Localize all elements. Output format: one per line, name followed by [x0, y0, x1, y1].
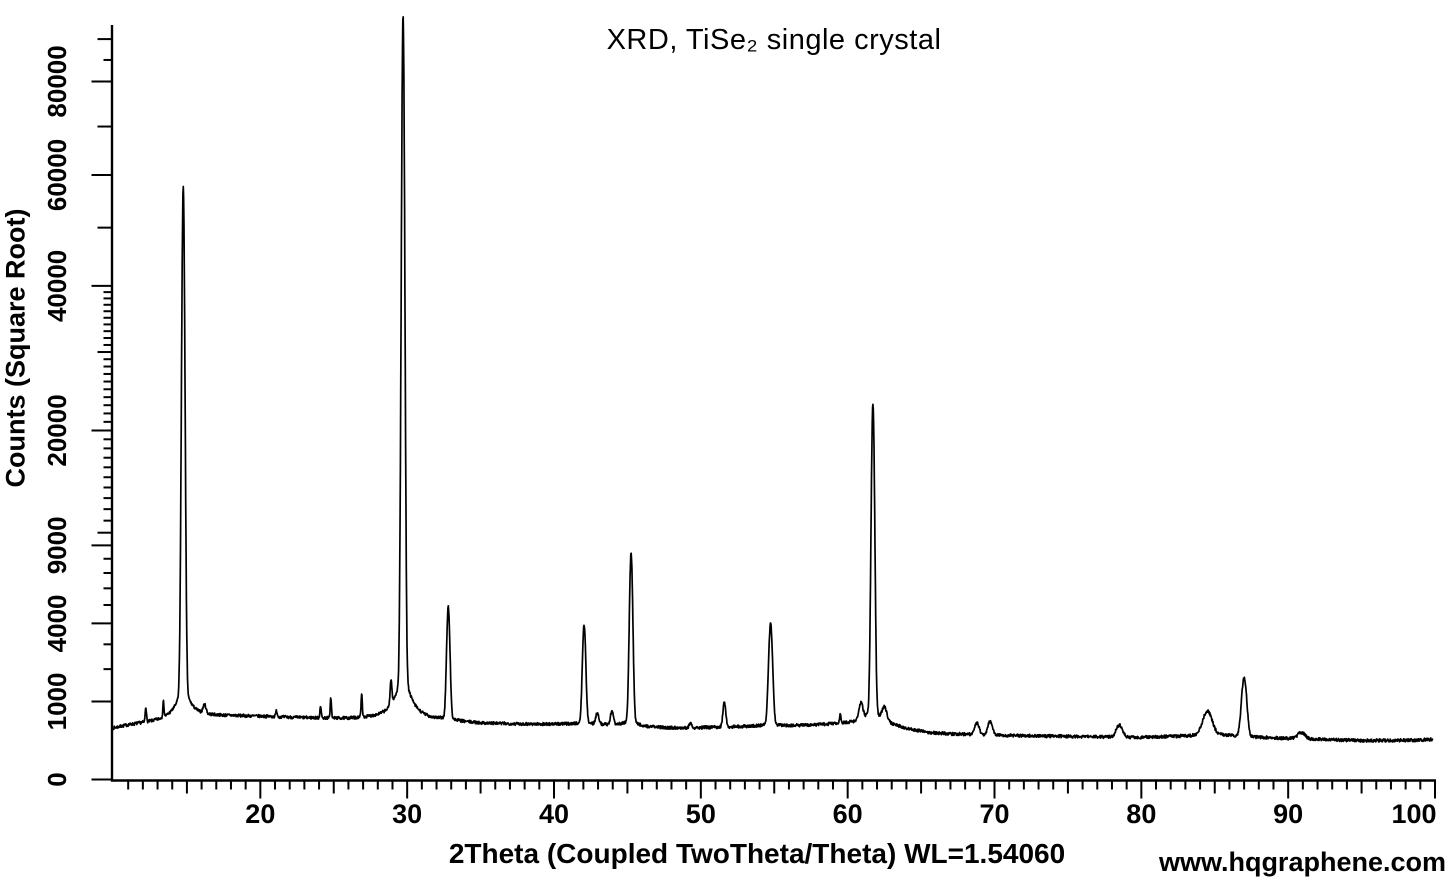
watermark: www.hqgraphene.com [1158, 847, 1446, 877]
x-tick-label: 90 [1273, 799, 1303, 829]
y-tick-label: 1000 [42, 673, 72, 731]
x-tick-label: 100 [1391, 799, 1436, 829]
y-tick-label: 80000 [42, 45, 72, 117]
x-tick-label: 30 [392, 799, 422, 829]
y-tick-label: 40000 [42, 250, 72, 322]
xrd-curve [112, 16, 1434, 743]
x-tick-label: 80 [1126, 799, 1156, 829]
y-axis-title: Counts (Square Root) [0, 208, 31, 488]
y-tick-label: 4000 [42, 594, 72, 652]
x-tick-label: 70 [979, 799, 1009, 829]
y-tick-label: 9000 [42, 516, 72, 574]
chart-title: XRD, TiSe₂ single crystal [606, 24, 942, 56]
x-tick-label: 20 [245, 799, 275, 829]
x-tick-label: 40 [539, 799, 569, 829]
y-tick-label: 20000 [42, 394, 72, 466]
y-tick-label: 60000 [42, 139, 72, 211]
x-tick-label: 50 [686, 799, 716, 829]
y-tick-label: 0 [42, 772, 72, 786]
x-tick-label: 60 [833, 799, 863, 829]
x-axis-title: 2Theta (Coupled TwoTheta/Theta) WL=1.540… [448, 838, 1066, 869]
